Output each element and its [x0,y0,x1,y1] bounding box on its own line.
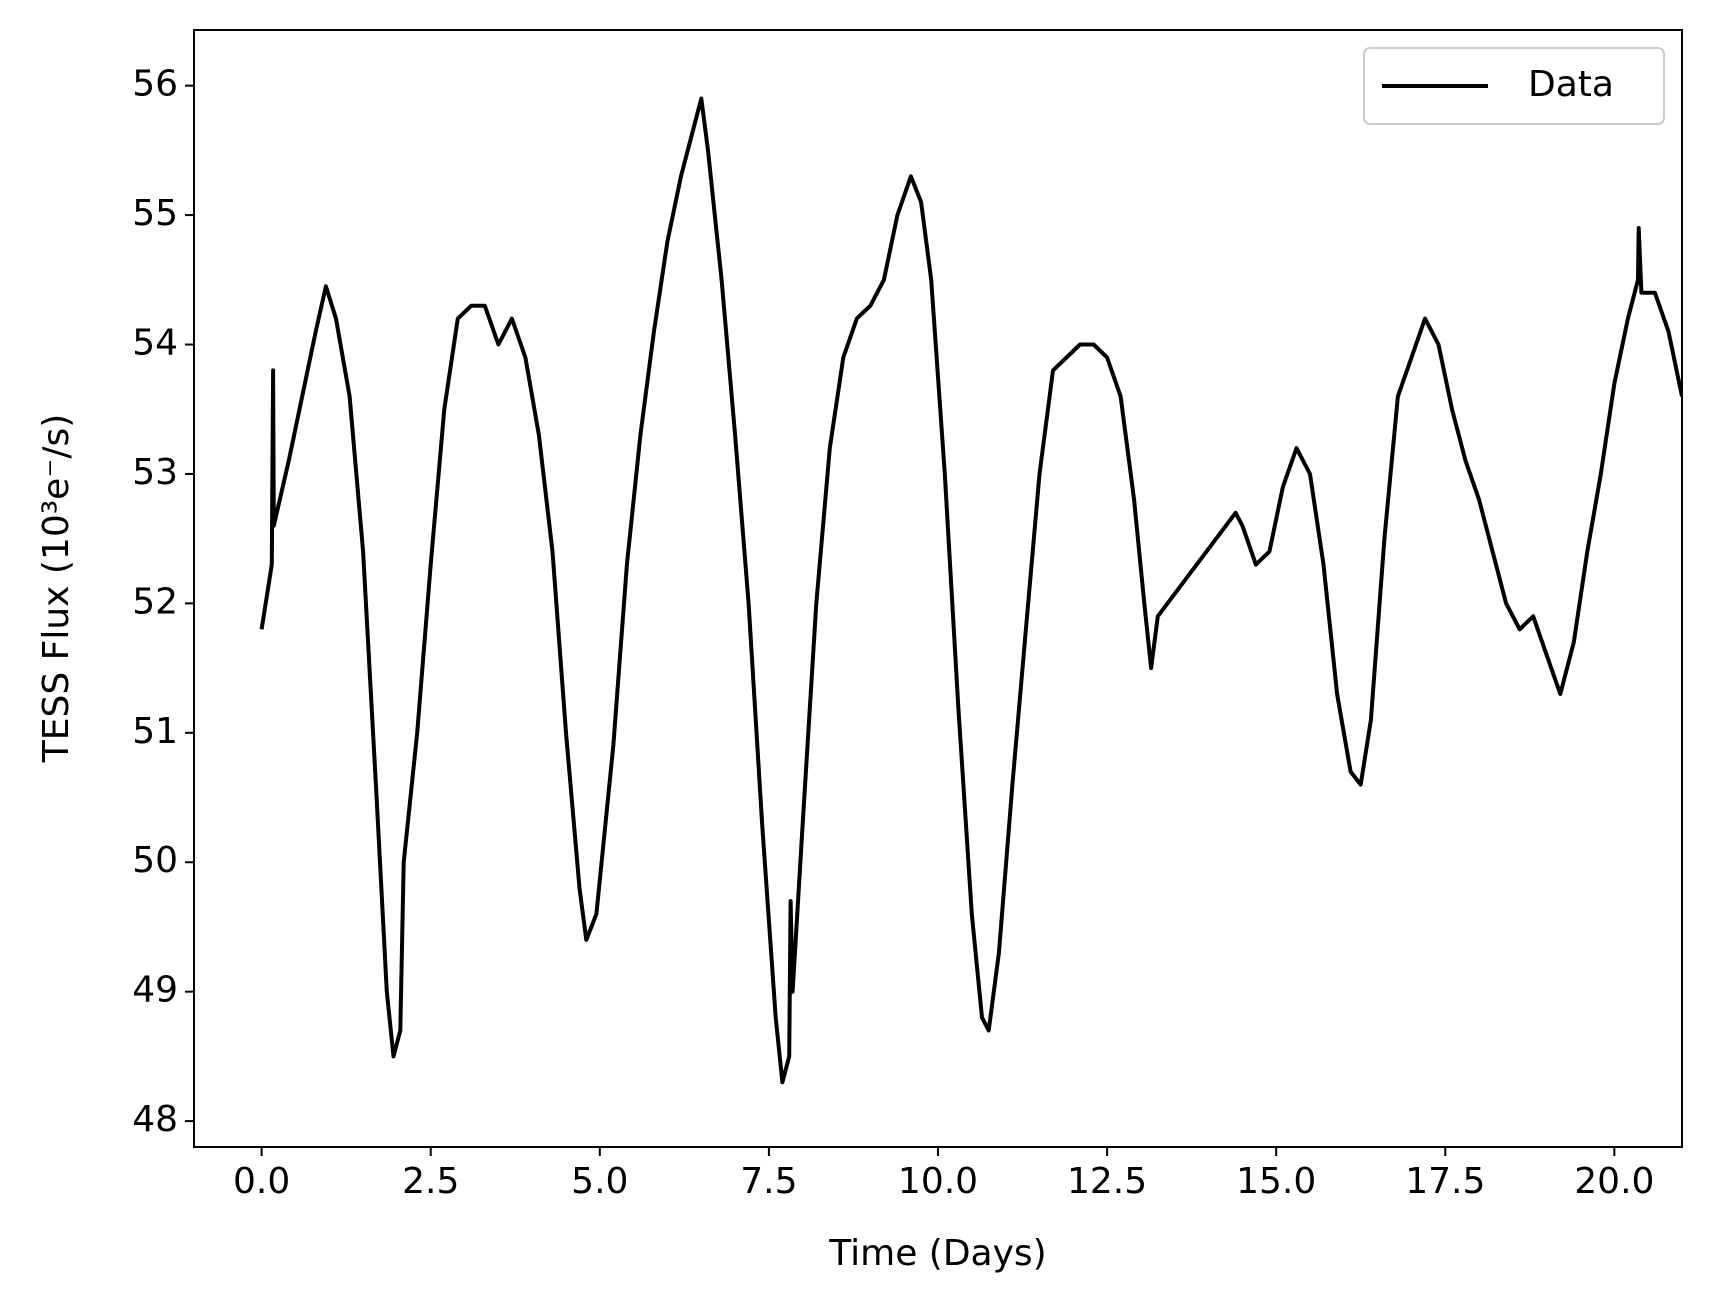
x-tick-label: 7.5 [740,1161,797,1202]
x-tick-label: 2.5 [402,1161,459,1202]
y-tick-label: 52 [132,581,178,622]
x-axis-label: Time (Days) [828,1233,1046,1274]
y-axis-label: TESS Flux (10³e⁻/s) [36,414,77,764]
plot-frame [193,29,1683,1148]
legend-label: Data [1528,64,1614,105]
y-tick-label: 54 [132,323,178,364]
x-tick-label: 0.0 [233,1161,290,1202]
y-tick-label: 55 [132,193,178,234]
y-tick-label: 51 [132,711,178,752]
legend-box [1363,47,1665,125]
data-line [259,96,1682,1085]
y-tick-label: 53 [132,452,178,493]
x-tick-label: 5.0 [571,1161,628,1202]
x-tick-label: 20.0 [1574,1161,1654,1202]
legend: Data [1363,47,1665,125]
y-tick-label: 48 [132,1099,178,1140]
x-tick-label: 12.5 [1067,1161,1147,1202]
x-tick-label: 17.5 [1405,1161,1485,1202]
x-tick-label: 10.0 [898,1161,978,1202]
y-tick-label: 50 [132,840,178,881]
y-tick-label: 56 [132,64,178,105]
x-tick-label: 15.0 [1236,1161,1316,1202]
y-tick-label: 49 [132,970,178,1011]
